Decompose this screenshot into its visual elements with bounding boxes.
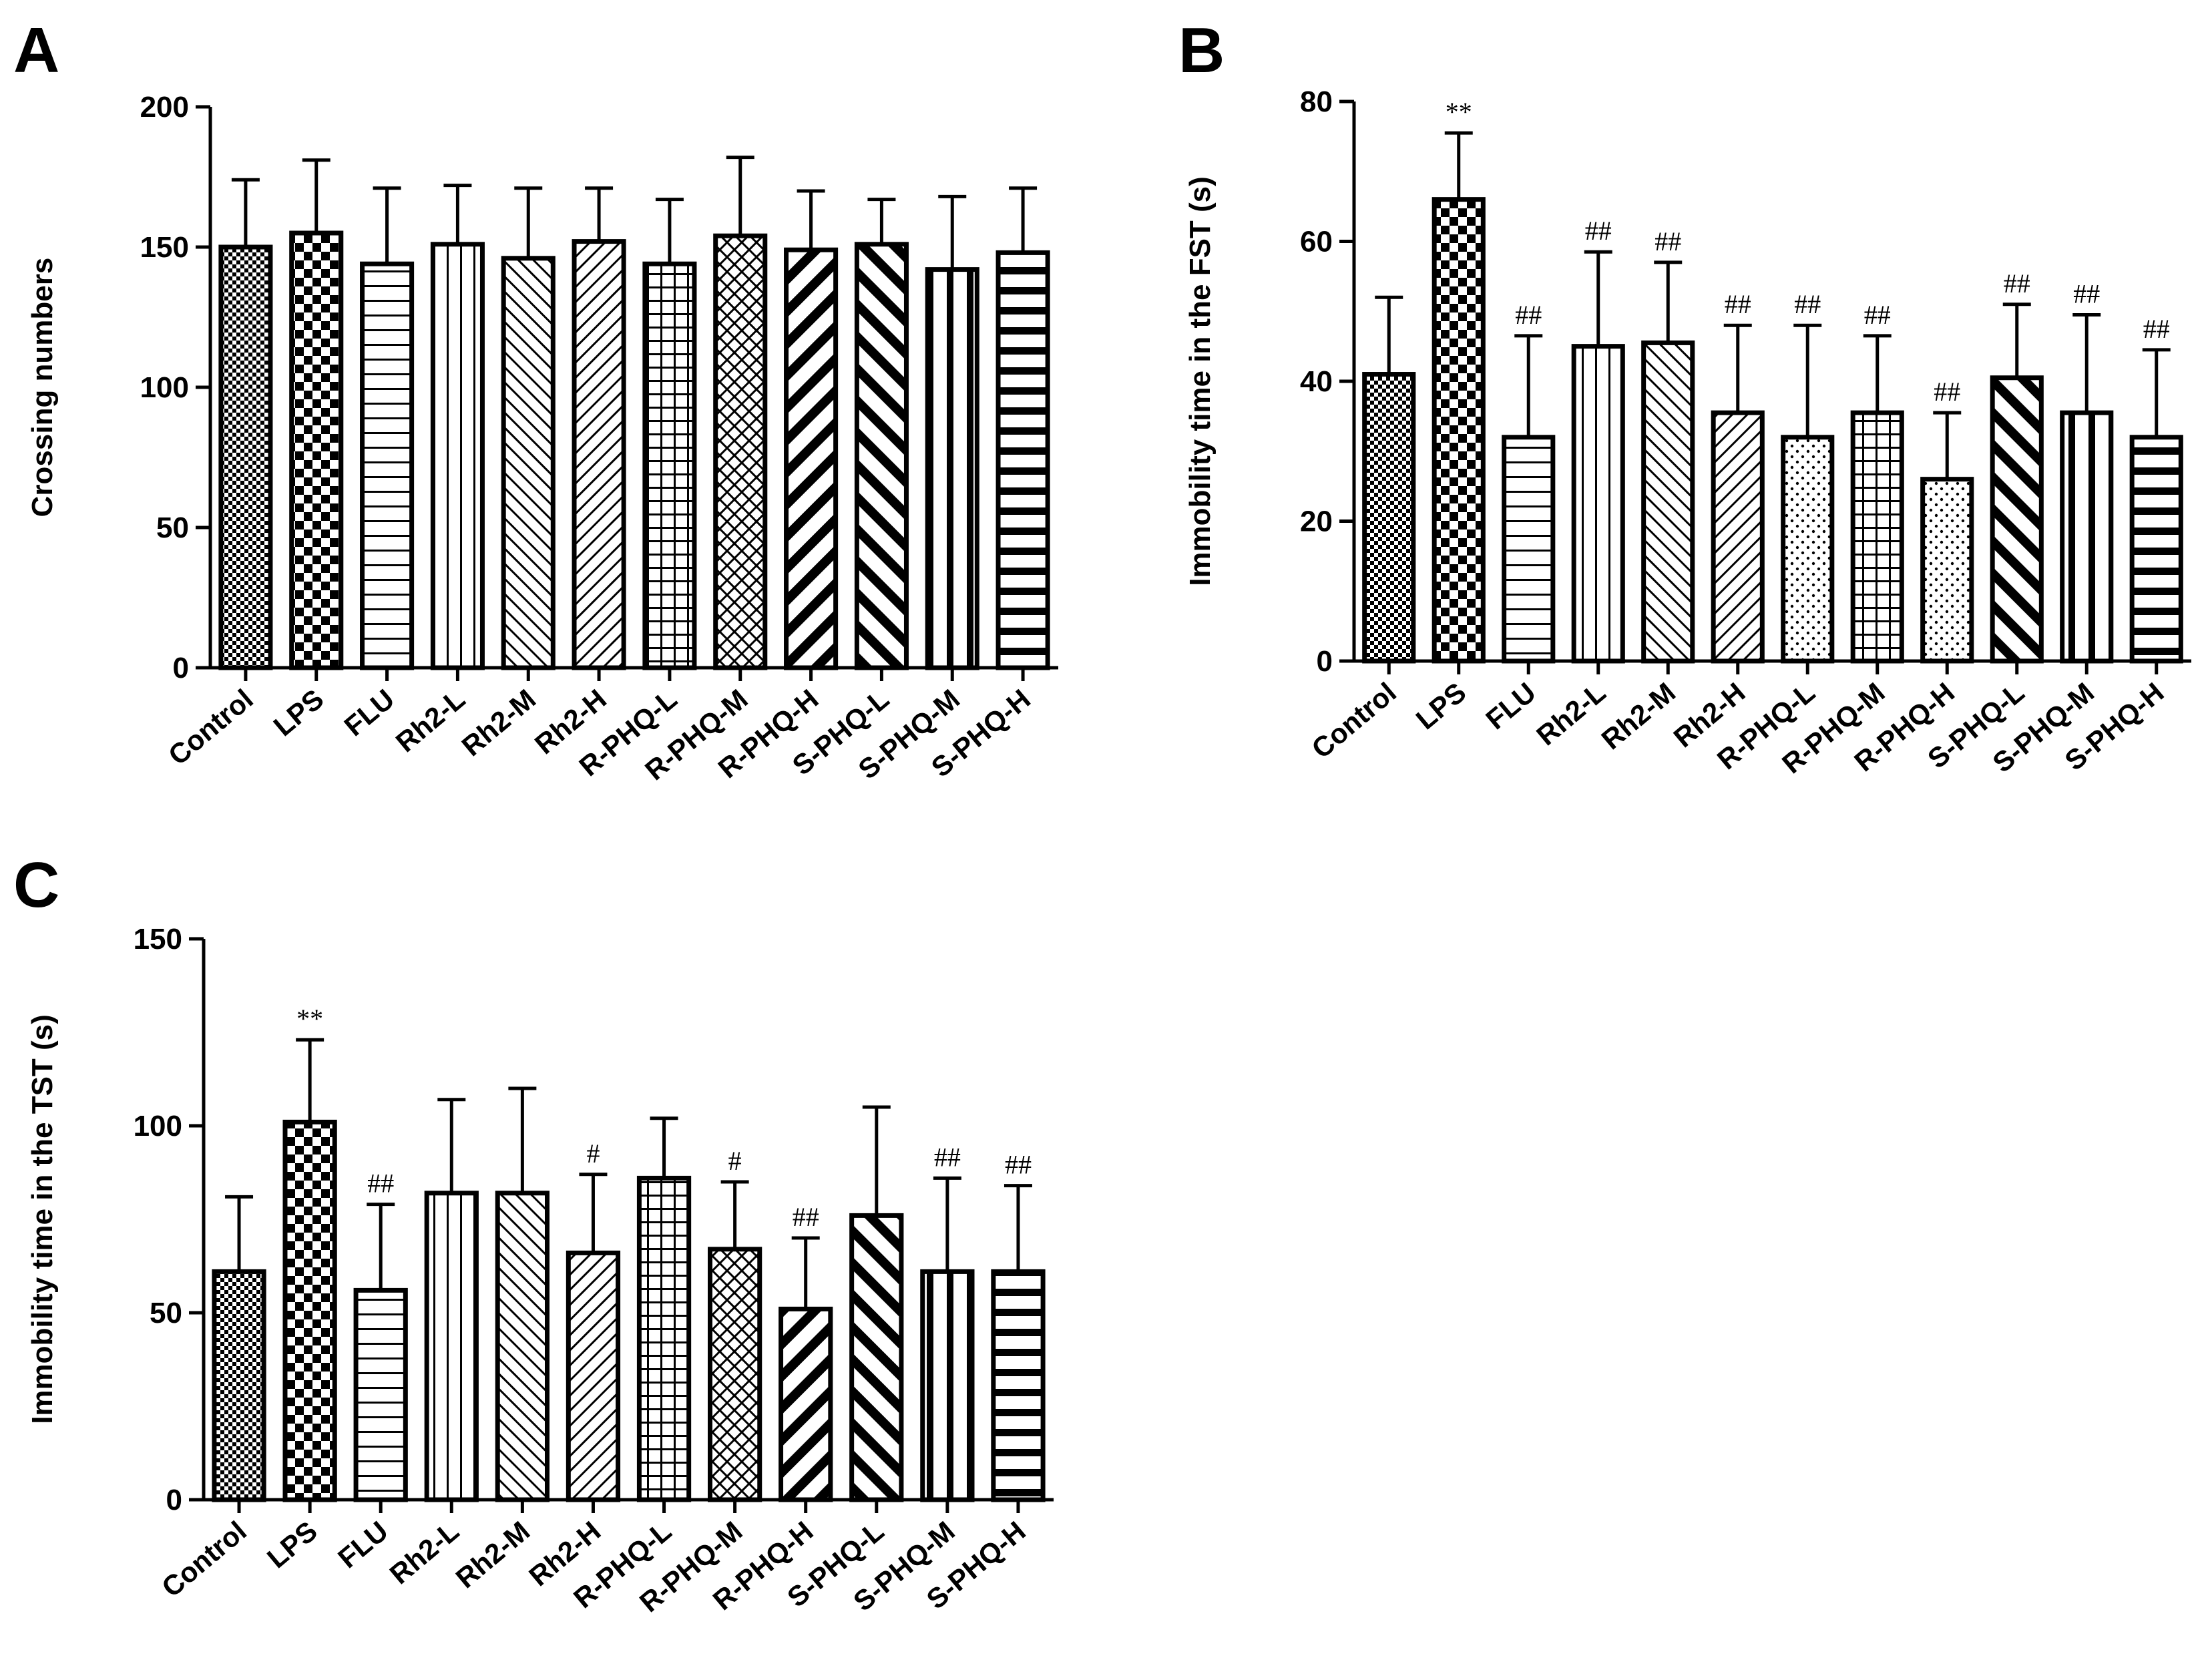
y-axis-title: Immobility time in the TST (s) <box>26 1014 59 1424</box>
sig-label-b-10: ## <box>2073 278 2100 308</box>
x-tick-label-a-4: Rh2-M <box>456 683 542 762</box>
bar-c-5 <box>566 1250 621 1502</box>
y-tick-label: 100 <box>134 1110 182 1142</box>
bar-b-9 <box>1990 375 2044 664</box>
chart-panel-c: 0 50 100 150 Immobility time in the TST (s) C… <box>26 923 1054 1618</box>
bar-b-4 <box>1641 340 1695 664</box>
bar-a-5 <box>572 239 626 670</box>
bar-a-11 <box>996 250 1050 670</box>
x-tick-label-c-0: Control <box>156 1515 252 1603</box>
bar-c-0 <box>212 1269 266 1502</box>
x-tick-label-c-4: Rh2-M <box>450 1515 536 1594</box>
bar-c-8 <box>779 1306 833 1502</box>
x-tick-label-c-3: Rh2-L <box>384 1515 465 1590</box>
y-tick-label: 150 <box>134 923 182 956</box>
panel-letter-c: C <box>13 849 59 921</box>
bar-a-4 <box>501 256 556 670</box>
bar-c-3 <box>424 1191 479 1502</box>
bar-c-2 <box>353 1287 408 1502</box>
bar-a-2 <box>360 261 415 670</box>
sig-label-c-2: ## <box>367 1169 394 1199</box>
x-tick-label-a-0: Control <box>162 683 259 771</box>
bar-a-8 <box>784 247 839 670</box>
sig-label-b-3: ## <box>1585 216 1612 246</box>
bar-b-8 <box>1920 477 1974 664</box>
bar-b-10 <box>2060 410 2114 664</box>
bar-b-5 <box>1711 410 1765 664</box>
sig-label-b-2: ## <box>1515 300 1542 330</box>
sig-label-c-11: ## <box>1005 1150 1032 1180</box>
bar-b-6 <box>1781 435 1835 664</box>
bar-c-1 <box>282 1119 337 1502</box>
chart-panel-b: 0 20 40 60 80 Immobility time in the FST (s) C… <box>1184 85 2191 779</box>
bar-c-4 <box>495 1191 550 1502</box>
sig-label-b-5: ## <box>1725 289 1751 319</box>
sig-label-b-8: ## <box>1934 377 1960 407</box>
panel-letter-b: B <box>1178 15 1225 86</box>
panel-letter-a: A <box>13 15 59 86</box>
x-tick-label-c-1: LPS <box>261 1515 323 1574</box>
bar-a-6 <box>642 261 697 670</box>
y-tick-label: 50 <box>156 511 189 544</box>
sig-label-b-4: ## <box>1655 226 1681 256</box>
x-tick-label-b-4: Rh2-M <box>1596 676 1682 755</box>
bar-a-7 <box>713 233 768 670</box>
sig-label-b-6: ## <box>1794 289 1821 319</box>
y-tick-label: 60 <box>1300 226 1333 258</box>
y-axis-title: Immobility time in the FST (s) <box>1184 176 1217 586</box>
bar-b-0 <box>1362 372 1416 664</box>
sig-label-c-8: ## <box>793 1202 819 1232</box>
y-tick-label: 150 <box>140 231 189 264</box>
sig-label-c-1: ** <box>296 1004 323 1034</box>
y-tick-label: 200 <box>140 91 189 124</box>
y-tick-label: 0 <box>166 1484 182 1516</box>
bar-b-1 <box>1431 197 1486 664</box>
bar-a-0 <box>218 244 273 670</box>
y-tick-label: 80 <box>1300 85 1333 118</box>
x-tick-label-a-1: LPS <box>268 683 330 743</box>
bar-c-10 <box>920 1269 975 1502</box>
x-tick-label-a-3: Rh2-L <box>390 683 471 758</box>
sig-label-b-11: ## <box>2143 314 2170 344</box>
bar-c-6 <box>636 1175 692 1502</box>
bar-b-7 <box>1850 410 1904 664</box>
bar-a-9 <box>854 242 909 670</box>
y-tick-label: 100 <box>140 371 189 404</box>
x-tick-label-b-1: LPS <box>1410 676 1472 736</box>
bar-a-1 <box>289 230 344 670</box>
sig-label-c-7: # <box>728 1146 742 1176</box>
bar-b-2 <box>1502 435 1556 664</box>
y-tick-label: 40 <box>1300 365 1333 398</box>
bar-a-3 <box>430 242 485 670</box>
sig-label-b-1: ** <box>1446 97 1472 127</box>
y-axis-title: Crossing numbers <box>26 258 59 517</box>
y-tick-label: 20 <box>1300 505 1333 538</box>
x-tick-label-b-0: Control <box>1305 676 1402 765</box>
y-tick-label: 0 <box>173 652 189 684</box>
bar-c-11 <box>991 1269 1046 1502</box>
bar-c-9 <box>849 1213 904 1502</box>
bar-b-11 <box>2129 435 2183 664</box>
bar-a-10 <box>925 267 979 670</box>
x-tick-label-b-3: Rh2-L <box>1530 676 1611 751</box>
sig-label-c-10: ## <box>934 1142 961 1172</box>
bar-c-7 <box>707 1247 762 1502</box>
sig-label-b-7: ## <box>1864 300 1891 330</box>
y-tick-label: 50 <box>150 1297 182 1329</box>
bar-b-3 <box>1571 344 1625 664</box>
sig-label-b-9: ## <box>2004 268 2030 298</box>
y-tick-label: 0 <box>1317 645 1333 678</box>
sig-label-c-5: # <box>586 1138 600 1169</box>
